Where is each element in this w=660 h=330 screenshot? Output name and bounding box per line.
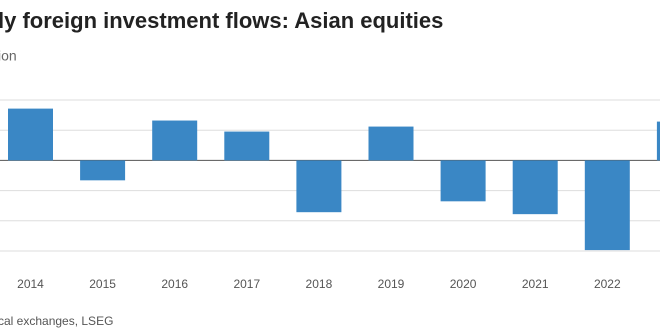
- x-tick-label: 2021: [522, 277, 549, 291]
- x-tick-label: 2017: [233, 277, 260, 291]
- bar: [152, 120, 198, 161]
- bar: [8, 108, 53, 161]
- x-tick-label: 2019: [378, 277, 405, 291]
- bar: [296, 160, 342, 213]
- chart-title: ly foreign investment flows: Asian equit…: [0, 8, 443, 33]
- bar: [656, 121, 660, 161]
- chart-subtitle: ion: [0, 48, 17, 64]
- bar: [80, 160, 126, 181]
- bar: [440, 160, 486, 202]
- bar: [224, 131, 270, 161]
- bar: [368, 126, 414, 161]
- bar: [584, 160, 630, 251]
- source: cal exchanges, LSEG: [0, 314, 113, 328]
- x-tick-label: 2014: [17, 277, 44, 291]
- x-tick-label: 2018: [306, 277, 333, 291]
- x-tick-label: 2015: [89, 277, 116, 291]
- x-tick-label: 2020: [450, 277, 477, 291]
- x-tick-label: 2022: [594, 277, 621, 291]
- bar: [512, 160, 558, 215]
- x-tick-label: 2016: [161, 277, 188, 291]
